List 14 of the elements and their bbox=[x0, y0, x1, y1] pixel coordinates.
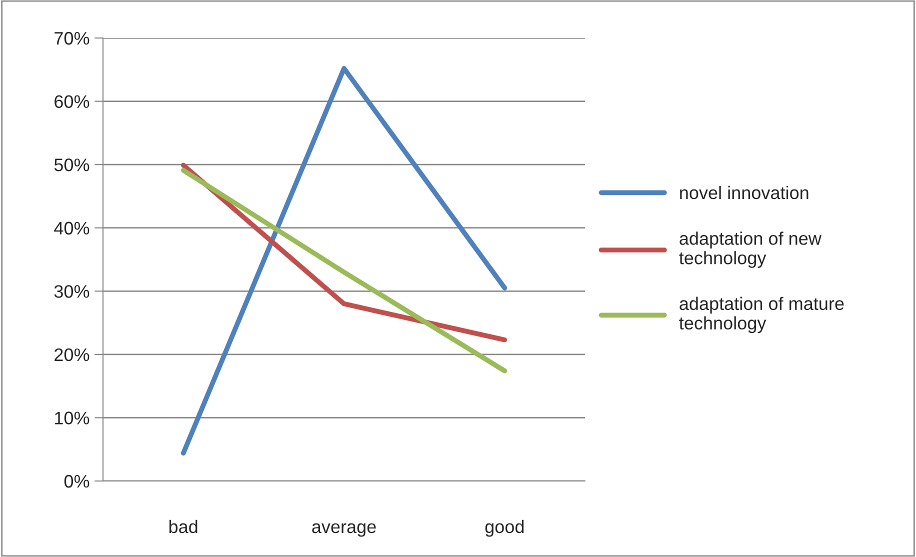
y-tick-label: 60% bbox=[54, 95, 90, 108]
x-tick-label: average bbox=[312, 523, 376, 537]
y-tick-label: 40% bbox=[54, 222, 90, 235]
y-tick-label: 30% bbox=[54, 285, 90, 298]
legend-label: adaptation of mature technology bbox=[679, 296, 844, 334]
y-tick-label: 70% bbox=[54, 32, 90, 45]
legend-label: novel innovation bbox=[680, 186, 808, 200]
y-tick-label: 50% bbox=[54, 158, 90, 172]
y-tick-label: 10% bbox=[55, 412, 90, 424]
y-tick-label: 20% bbox=[54, 348, 90, 362]
x-tick-label: bad bbox=[169, 520, 198, 534]
y-tick-label: 0% bbox=[64, 474, 90, 488]
legend-label: adaptation of new technology bbox=[679, 232, 822, 268]
x-tick-label: good bbox=[485, 520, 524, 537]
